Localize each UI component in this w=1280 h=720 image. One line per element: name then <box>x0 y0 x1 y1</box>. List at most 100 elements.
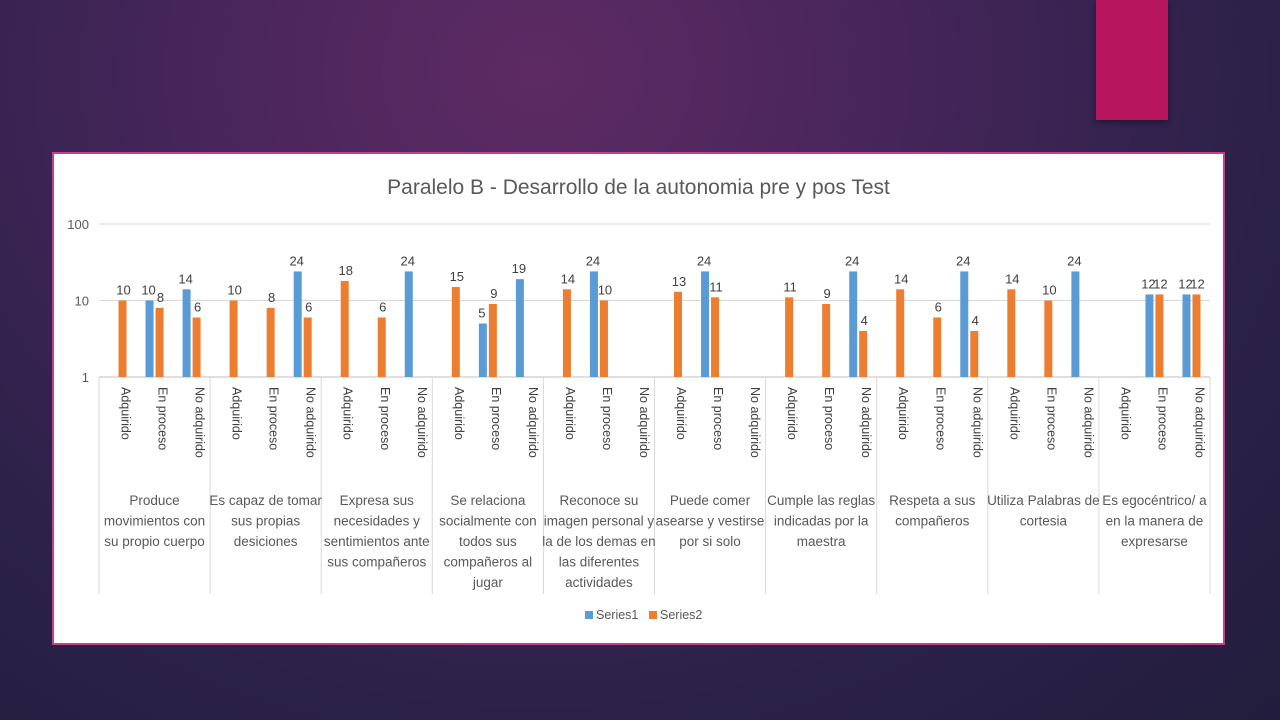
subcategory-label: Adquirido <box>1118 387 1132 440</box>
bar-series2 <box>785 297 794 377</box>
bar-series1 <box>1145 294 1154 377</box>
bar-series2 <box>266 307 275 377</box>
chart-svg: Paralelo B - Desarrollo de la autonomia … <box>67 176 1211 622</box>
bar-series2 <box>1192 294 1201 377</box>
bar-series1 <box>589 271 598 377</box>
group-label-line: sentimientos ante <box>324 534 430 549</box>
data-label: 14 <box>1005 271 1019 286</box>
data-label: 9 <box>490 286 497 301</box>
group-label-line: Utiliza Palabras de <box>987 493 1100 508</box>
subcategory-label: No adquirido <box>637 387 651 458</box>
subcategory-label: En proceso <box>711 387 725 450</box>
group-label-line: desiciones <box>234 534 298 549</box>
data-label: 12 <box>1141 276 1155 291</box>
group-label-line: Es capaz de tomar <box>209 493 322 508</box>
subcategory-label: Adquirido <box>785 387 799 440</box>
group-label-line: Cumple las reglas <box>767 493 875 508</box>
bar-series1 <box>1182 294 1191 377</box>
data-label: 12 <box>1178 276 1192 291</box>
data-label: 19 <box>512 261 526 276</box>
group-label-line: Reconoce su <box>560 493 639 508</box>
group-label-line: compañeros al <box>444 555 533 570</box>
data-label: 11 <box>709 279 723 294</box>
bar-series2 <box>1007 289 1016 377</box>
group-label-line: cortesia <box>1020 514 1068 529</box>
bar-series2 <box>1044 300 1053 377</box>
group-label-line: jugar <box>472 575 504 590</box>
data-label: 24 <box>1067 253 1081 268</box>
bar-series2 <box>562 289 571 377</box>
data-label: 10 <box>1042 283 1056 298</box>
data-label: 6 <box>305 299 312 314</box>
chart-title: Paralelo B - Desarrollo de la autonomia … <box>387 176 890 199</box>
group-label-line: asearse y vestirse <box>656 514 765 529</box>
data-label: 18 <box>338 263 352 278</box>
bar-series1 <box>849 271 858 377</box>
bar-series2 <box>303 317 312 377</box>
bar-series1 <box>1071 271 1080 377</box>
subcategory-label: En proceso <box>378 387 392 450</box>
data-label: 10 <box>141 283 155 298</box>
group-label-line: sus compañeros <box>327 555 426 570</box>
data-label: 14 <box>894 271 908 286</box>
axis-layer: 1 10 100 Adquirido En proceso No adquirido Pro… <box>67 217 1211 594</box>
bar-series2 <box>377 317 386 377</box>
subcategory-label: En proceso <box>1155 387 1169 450</box>
data-label: 24 <box>956 253 970 268</box>
bar-series2 <box>1155 294 1164 377</box>
group-label-line: su propio cuerpo <box>104 534 205 549</box>
subcategory-label: No adquirido <box>193 387 207 458</box>
group-label-line: Expresa sus <box>340 493 415 508</box>
subcategory-label: No adquirido <box>748 387 762 458</box>
bar-series2 <box>118 300 127 377</box>
data-label: 14 <box>561 271 575 286</box>
data-label: 24 <box>586 253 600 268</box>
subcategory-label: No adquirido <box>970 387 984 458</box>
data-label: 5 <box>478 306 485 321</box>
subcategory-label: No adquirido <box>526 387 540 458</box>
data-label: 6 <box>935 299 942 314</box>
bar-series2 <box>970 330 979 377</box>
bar-series2 <box>822 304 831 377</box>
y-tick-label: 10 <box>75 294 89 309</box>
group-label-line: imagen personal y <box>544 514 655 529</box>
group-label-line: indicadas por la <box>774 514 869 529</box>
subcategory-label: En proceso <box>933 387 947 450</box>
data-label: 10 <box>598 283 612 298</box>
subcategory-label: No adquirido <box>1192 387 1206 458</box>
group-label-line: por si solo <box>679 534 741 549</box>
group-label-line: en la manera de <box>1106 514 1204 529</box>
data-label: 8 <box>157 290 164 305</box>
data-label: 10 <box>116 283 130 298</box>
bar-series2 <box>674 291 683 377</box>
group-label-line: Puede comer <box>670 493 751 508</box>
legend-label-series1: Series1 <box>596 608 638 622</box>
bar-series2 <box>896 289 905 377</box>
data-label: 12 <box>1190 276 1204 291</box>
group-label-line: todos sus <box>459 534 517 549</box>
group-label-line: las diferentes <box>559 555 640 570</box>
data-label: 12 <box>1153 276 1167 291</box>
bar-series2 <box>451 287 460 377</box>
bar-series1 <box>182 289 191 377</box>
bar-series1 <box>478 323 487 377</box>
subcategory-label: En proceso <box>267 387 281 450</box>
data-label: 24 <box>289 253 303 268</box>
subcategory-label: En proceso <box>156 387 170 450</box>
subcategory-label: Adquirido <box>896 387 910 440</box>
data-label: 15 <box>450 269 464 284</box>
data-label: 6 <box>194 299 201 314</box>
data-label: 24 <box>845 253 859 268</box>
bar-series1 <box>960 271 969 377</box>
group-label-line: Se relaciona <box>450 493 526 508</box>
bar-series2 <box>192 317 201 377</box>
group-label-line: sus propias <box>231 514 300 529</box>
bar-series2 <box>488 304 497 377</box>
subcategory-label: En proceso <box>600 387 614 450</box>
bar-series2 <box>155 307 164 377</box>
data-label: 24 <box>697 253 711 268</box>
legend: Series1 Series2 <box>585 608 702 622</box>
group-label-line: necesidades y <box>334 514 421 529</box>
subcategory-label: Adquirido <box>674 387 688 440</box>
subcategory-label: Adquirido <box>341 387 355 440</box>
